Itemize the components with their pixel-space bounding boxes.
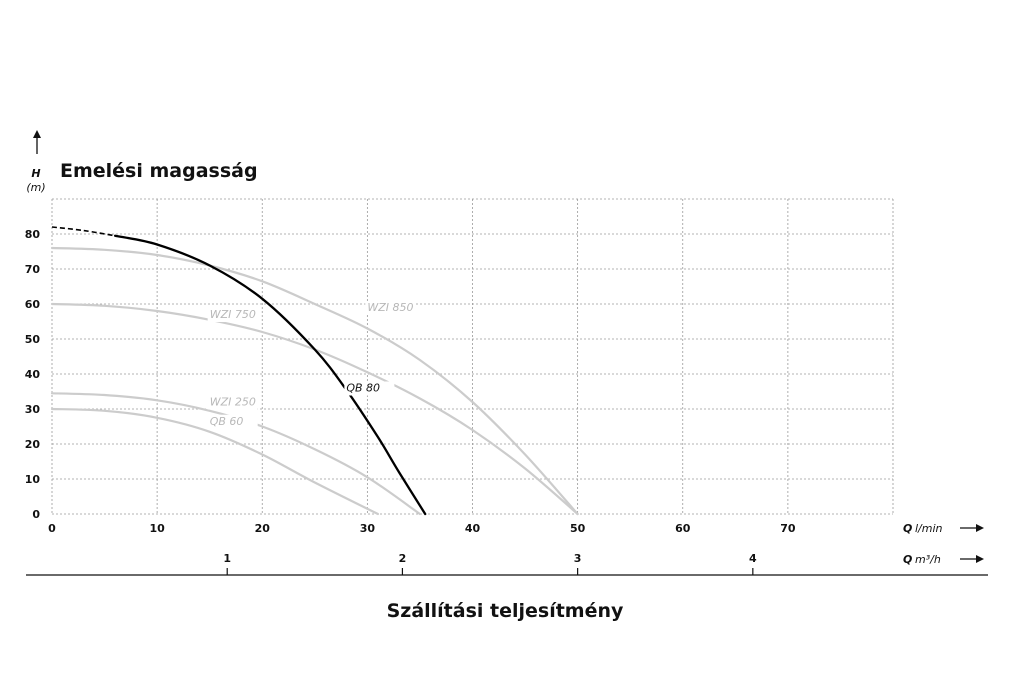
x-axis-ticks: 0 10 20 30 40 50 60 70 xyxy=(48,522,796,535)
svg-text:Q: Q xyxy=(903,522,912,535)
y-tick-label: 40 xyxy=(25,368,41,381)
curve-wzi-850 xyxy=(50,246,579,516)
series-label-qb-80: QB 80 xyxy=(346,382,380,395)
curve-qb-80 xyxy=(113,234,427,516)
series-label-qb-60: QB 60 xyxy=(210,415,244,428)
x-tick-label: 30 xyxy=(360,522,376,535)
y-axis-unit: (m) xyxy=(26,181,45,194)
y-axis-symbol: H xyxy=(31,167,40,180)
x-axis-arrow xyxy=(960,524,984,532)
series-label-backdrop xyxy=(207,395,258,410)
y-tick-label: 50 xyxy=(25,333,41,346)
y-tick-label: 10 xyxy=(25,473,41,486)
y-tick-label: 0 xyxy=(32,508,40,521)
y-axis-arrow xyxy=(33,130,41,154)
series-label-backdrop xyxy=(344,381,395,396)
x-tick-label: 20 xyxy=(255,522,271,535)
secondary-x-tick-label: 3 xyxy=(574,552,582,565)
series-label-backdrop xyxy=(365,301,416,315)
y-tick-label: 70 xyxy=(25,263,41,276)
series-label-backdrop xyxy=(207,414,258,429)
secondary-x-axis-unit-label: Q m³/h xyxy=(903,553,941,566)
curve-qb-60 xyxy=(50,407,379,516)
series-label-backdrop xyxy=(207,308,258,322)
y-tick-label: 30 xyxy=(25,403,41,416)
y-tick-label: 60 xyxy=(25,298,41,311)
x-tick-label: 0 xyxy=(48,522,56,535)
x-axis-label: Szállítási teljesítmény xyxy=(387,600,624,622)
svg-text:l/min: l/min xyxy=(915,522,943,535)
secondary-x-axis-ticks: 1 2 3 4 xyxy=(223,552,757,575)
y-tick-label: 80 xyxy=(25,228,41,241)
y-tick-label: 20 xyxy=(25,438,41,451)
svg-text:m³/h: m³/h xyxy=(915,553,941,566)
x-tick-label: 40 xyxy=(465,522,481,535)
series-label-wzi-850: WZI 850 xyxy=(367,301,413,314)
chart-title: Emelési magasság xyxy=(60,160,258,182)
series-labels: WZI 850 WZI 750 WZI 250 QB 60 QB 80 xyxy=(207,301,416,429)
x-tick-label: 70 xyxy=(780,522,796,535)
grid xyxy=(51,198,894,515)
series-label-wzi-250: WZI 250 xyxy=(210,396,256,409)
x-tick-label: 60 xyxy=(675,522,691,535)
series-label-wzi-750: WZI 750 xyxy=(210,308,256,321)
curve-qb-80-extrapolated xyxy=(51,226,116,237)
x-tick-label: 10 xyxy=(149,522,165,535)
secondary-x-tick-label: 4 xyxy=(749,552,757,565)
secondary-x-tick-label: 2 xyxy=(399,552,407,565)
secondary-x-tick-label: 1 xyxy=(223,552,231,565)
y-axis-ticks: 0 10 20 30 40 50 60 70 80 xyxy=(25,228,41,521)
x-tick-label: 50 xyxy=(570,522,586,535)
svg-text:Q: Q xyxy=(903,553,912,566)
performance-curves xyxy=(50,226,579,516)
secondary-x-axis-arrow xyxy=(960,555,984,563)
x-axis-unit-label: Q l/min xyxy=(903,522,943,535)
